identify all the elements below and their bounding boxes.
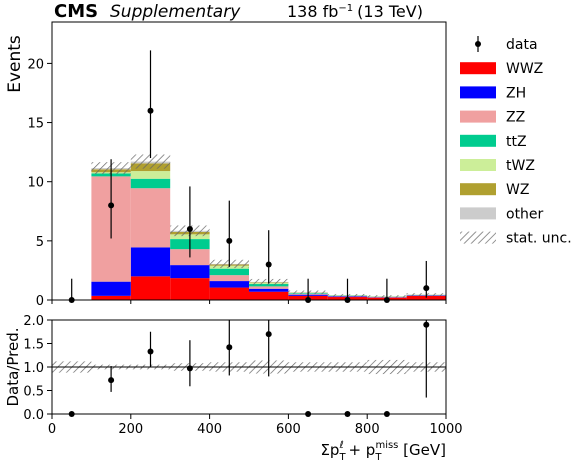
ratio-point-9	[423, 321, 430, 328]
x-axis-label: ΣpTℓ + pTmiss [GeV]	[320, 440, 446, 461]
legend-label-twz: tWZ	[506, 158, 535, 174]
data-point-2	[147, 107, 154, 114]
bar-ttz-bin-2	[130, 178, 171, 189]
ratio-frame	[51, 319, 447, 415]
bar-wwz-bin-2	[130, 276, 171, 300]
legend-label-other: other	[506, 206, 544, 222]
bar-wwz-bin-5	[249, 291, 289, 300]
bar-wwz-bin-3	[170, 278, 210, 300]
legend-data-marker	[475, 41, 481, 47]
ratio-ytick-label-1.5: 1.5	[23, 338, 44, 353]
legend-swatch-other	[460, 207, 496, 220]
legend-swatch-zz	[460, 110, 496, 123]
ratio-data-points	[68, 320, 430, 417]
ratio-ytick-label-0.5: 0.5	[23, 385, 44, 400]
main-ytick-label-10: 10	[27, 176, 44, 191]
bar-zh-bin-5	[249, 288, 289, 292]
legend-swatch-twz	[460, 159, 496, 171]
ratio-ticks: 0.0 0.5 1.0 1.5 2.0 0 200 400 600 800 1000	[23, 314, 462, 437]
ratio-point-3	[186, 365, 193, 372]
main-ytick-label-5: 5	[36, 235, 44, 250]
xtick-label-800: 800	[355, 422, 380, 437]
legend-label-data: data	[506, 37, 538, 53]
legend-label-stat-unc: stat. unc.	[506, 231, 572, 247]
bar-zh-bin-3	[170, 265, 210, 279]
bar-ttz-bin-5	[249, 284, 289, 287]
unc-band-bin-2	[130, 154, 171, 169]
main-frame	[51, 21, 447, 301]
main-ytick-label-20: 20	[27, 57, 44, 72]
main-ytick-label-0: 0	[36, 294, 44, 309]
ratio-point-5	[265, 331, 272, 338]
legend-label-wwz: WWZ	[506, 61, 543, 77]
bar-ttz-bin-4	[209, 268, 249, 276]
legend-swatch-stat-unc	[460, 231, 496, 244]
main-data-points	[68, 50, 430, 303]
legend: data WWZ ZH ZZ ttZ tWZ WZ other stat. unc.	[460, 36, 572, 247]
xtick-label-600: 600	[276, 422, 301, 437]
bar-zh-bin-2	[130, 247, 171, 277]
xtick-label-400: 400	[197, 422, 222, 437]
main-ytick-label-15: 15	[27, 117, 44, 132]
legend-label-zz: ZZ	[506, 110, 525, 126]
xtick-label-200: 200	[118, 422, 143, 437]
qualifier-label: Supplementary	[110, 2, 241, 22]
ratio-point-1	[108, 377, 115, 384]
xtick-label-1000: 1000	[429, 422, 462, 437]
bar-zz-bin-4	[209, 275, 249, 282]
legend-label-wz: WZ	[506, 182, 529, 198]
legend-swatch-wwz	[460, 62, 496, 75]
ratio-y-axis-label: Data/Pred.	[4, 327, 22, 406]
lumi-label: 138 fb−1 (13 TeV)	[287, 2, 423, 21]
legend-label-ttz: ttZ	[506, 134, 527, 150]
legend-swatch-wz	[460, 183, 496, 196]
ratio-ytick-label-2: 2.0	[23, 314, 44, 329]
xtick-label-0: 0	[48, 422, 56, 437]
legend-label-zh: ZH	[506, 85, 526, 101]
data-point-4	[226, 237, 233, 244]
main-y-ticks: 0 5 10 15 20	[27, 57, 447, 309]
bar-zh-bin-4	[209, 281, 249, 288]
bar-wwz-bin-1	[91, 295, 131, 300]
ratio-point-2	[147, 348, 154, 355]
bar-zh-bin-1	[91, 281, 131, 296]
legend-swatch-zh	[460, 86, 496, 99]
bar-zz-bin-2	[130, 188, 171, 248]
data-point-5	[265, 261, 272, 268]
bar-zz-bin-5	[249, 286, 289, 289]
bar-twz-bin-2	[130, 171, 171, 179]
data-point-9	[423, 285, 430, 292]
bar-wwz-bin-9	[406, 295, 446, 300]
ratio-point-4	[226, 344, 233, 351]
data-point-1	[108, 202, 115, 209]
ratio-ytick-label-1: 1.0	[23, 361, 44, 376]
data-point-3	[186, 226, 193, 233]
experiment-label: CMS	[54, 1, 98, 22]
main-y-axis-label: Events	[5, 35, 25, 93]
legend-swatch-ttz	[460, 134, 496, 147]
bar-wwz-bin-4	[209, 287, 249, 300]
ratio-ytick-label-0: 0.0	[23, 408, 44, 423]
